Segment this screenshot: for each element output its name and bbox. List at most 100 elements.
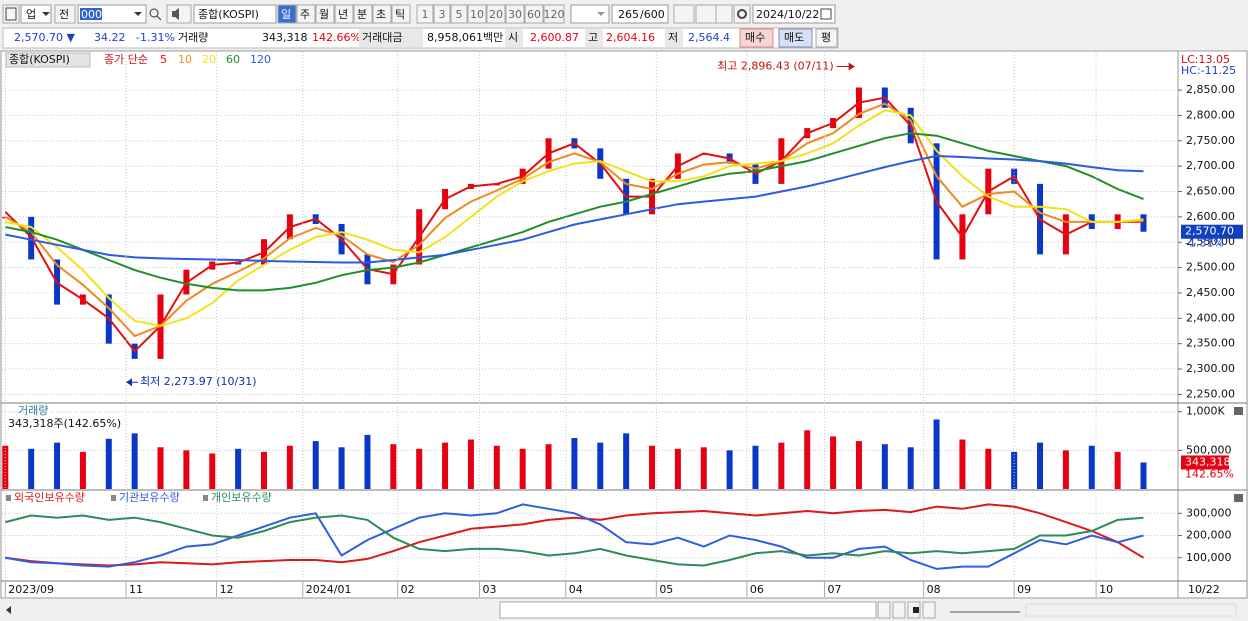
scroll-thumb[interactable] <box>499 601 877 619</box>
period-button[interactable] <box>353 4 373 24</box>
settings-button[interactable] <box>733 4 751 24</box>
open: 2,600.87 <box>530 31 579 44</box>
y-tick-label: 2,450.00 <box>1186 286 1235 299</box>
period-button[interactable] <box>334 4 354 24</box>
period[interactable]: 분 <box>357 8 367 21</box>
volume-bar <box>597 442 604 489</box>
interval[interactable]: 5 <box>456 8 463 21</box>
label-bg <box>359 29 423 47</box>
search-icon[interactable] <box>149 8 159 18</box>
tool-strip[interactable] <box>1025 603 1237 617</box>
interval-button[interactable] <box>543 4 565 24</box>
nav-button[interactable] <box>877 601 891 619</box>
ma-line <box>4 96 1144 353</box>
tool-button[interactable] <box>695 4 717 24</box>
count-box[interactable] <box>611 4 669 24</box>
volume-bar <box>338 447 345 489</box>
hc-label: HC:-11.25 <box>1181 64 1236 77</box>
interval-button[interactable] <box>524 4 544 24</box>
interval[interactable]: 60 <box>527 8 541 21</box>
market-combo[interactable] <box>20 4 52 24</box>
label-bg <box>585 29 603 47</box>
interval-button[interactable] <box>433 4 451 24</box>
menu-icon[interactable] <box>2 4 20 24</box>
avg-button[interactable] <box>815 28 838 48</box>
period-button[interactable] <box>315 4 335 24</box>
legend-entry: 5 <box>160 53 167 66</box>
prev: 전 <box>59 8 69 21</box>
low-label: 저 <box>668 31 678 44</box>
period-button[interactable] <box>391 4 411 24</box>
volume-bar <box>416 448 423 489</box>
code-selection <box>80 8 102 20</box>
save-button[interactable] <box>715 4 733 24</box>
avg[interactable]: 평 <box>821 31 831 44</box>
interval[interactable]: 120 <box>544 8 565 21</box>
period[interactable]: 초 <box>376 8 386 21</box>
volume-bar <box>1114 451 1121 489</box>
interval[interactable]: 1 <box>422 8 429 21</box>
interval-button[interactable] <box>416 4 434 24</box>
scroll-left[interactable] <box>6 606 11 614</box>
volume-bar <box>519 448 526 489</box>
open-label: 시 <box>508 31 518 44</box>
interval-button[interactable] <box>505 4 525 24</box>
ma-line <box>5 109 1144 327</box>
ma-line <box>4 102 1144 338</box>
change: 34.22 <box>94 31 126 44</box>
name-box <box>193 4 277 24</box>
period-button[interactable] <box>296 4 316 24</box>
sell[interactable]: 매도 <box>784 31 804 44</box>
interval-button[interactable] <box>486 4 506 24</box>
interval[interactable]: 10 <box>470 8 484 21</box>
legend-entry: 20 <box>202 53 216 66</box>
sell-button[interactable] <box>778 28 813 48</box>
period-button[interactable] <box>372 4 392 24</box>
x-tick-label: 12 <box>220 583 234 596</box>
y-tick-label: 2,700.00 <box>1186 159 1235 172</box>
volume-bar <box>959 439 966 489</box>
prev-button[interactable] <box>54 4 76 24</box>
high: 2,604.16 <box>606 31 655 44</box>
annotation: 최저 2,273.97 (10/31) <box>140 375 257 388</box>
volume-bar <box>2 445 9 489</box>
period-button[interactable] <box>277 4 297 24</box>
nav-button[interactable] <box>922 601 936 619</box>
legend-entry: 10 <box>178 53 192 66</box>
period[interactable]: 주 <box>300 8 310 21</box>
volume-label: 거래량 <box>178 31 208 44</box>
holding-line <box>5 503 1145 567</box>
buy[interactable]: 매수 <box>745 31 765 44</box>
tool-button[interactable] <box>673 4 695 24</box>
period[interactable]: 년 <box>338 8 348 21</box>
volume-bar <box>545 444 552 489</box>
y-tick-label: 100,000 <box>1186 551 1232 564</box>
legend-entry: 120 <box>250 53 271 66</box>
interval-button[interactable] <box>467 4 487 24</box>
period[interactable]: 틱 <box>395 8 405 21</box>
volume-bar <box>571 438 578 489</box>
x-tick-label: 09 <box>1017 583 1031 596</box>
volume-bar <box>493 445 500 489</box>
volume-bar <box>752 445 759 489</box>
buy-button[interactable] <box>739 28 774 48</box>
period[interactable]: 일 <box>281 7 291 21</box>
nav-button[interactable] <box>892 601 906 619</box>
low: 2,564.4 <box>688 31 730 44</box>
combo-arrow <box>597 12 605 16</box>
blank-combo[interactable] <box>570 4 610 24</box>
amount-label: 거래대금 <box>362 31 402 44</box>
combo-arrow <box>134 12 142 16</box>
interval[interactable]: 30 <box>508 8 522 21</box>
panel-icon[interactable] <box>1234 494 1243 502</box>
volume-bar <box>700 447 707 489</box>
interval-button[interactable] <box>450 4 468 24</box>
interval[interactable]: 3 <box>439 8 446 21</box>
date-box[interactable] <box>752 4 836 24</box>
period[interactable]: 월 <box>319 8 329 21</box>
x-tick-label: 08 <box>927 583 941 596</box>
volume-bar <box>105 438 112 489</box>
plot: 2,250.00 2,300.00 2,350.00 2,400.00 2,450.00… <box>2 52 1243 597</box>
interval[interactable]: 20 <box>489 8 503 21</box>
panel-icon[interactable] <box>1234 407 1243 415</box>
